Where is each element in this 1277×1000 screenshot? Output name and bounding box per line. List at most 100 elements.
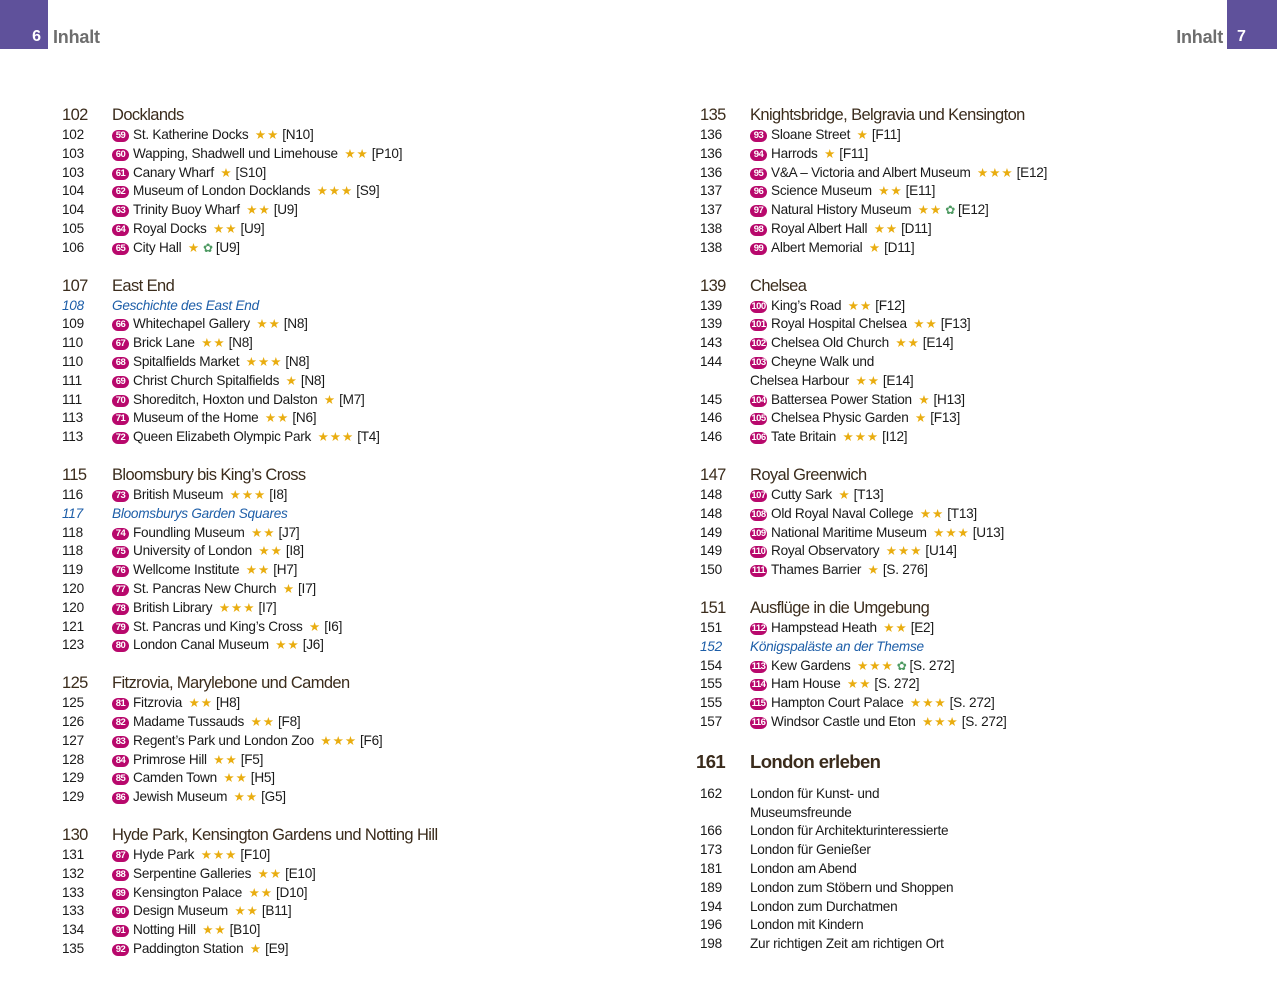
toc-entry[interactable]: 155 115 Hampton Court Palace ★★★ [S. 272] bbox=[700, 694, 1260, 713]
entry-text: 102 Chelsea Old Church ★★ [E14] bbox=[750, 334, 954, 353]
toc-entry[interactable]: 111 70 Shoreditch, Hoxton und Dalston ★ [M7… bbox=[62, 391, 642, 410]
entry-page-number: 151 bbox=[700, 619, 722, 635]
toc-entry[interactable]: 198 Zur richtigen Zeit am richtigen Ort bbox=[700, 935, 1260, 954]
toc-entry[interactable]: 104 63 Trinity Buoy Wharf ★★ [U9] bbox=[62, 201, 642, 220]
toc-entry[interactable]: 104 62 Museum of London Docklands ★★★ [S9] bbox=[62, 182, 642, 201]
toc-entry[interactable]: 155 114 Ham House ★★ [S. 272] bbox=[700, 675, 1260, 694]
section-heading[interactable]: 130 Hyde Park, Kensington Gardens und Not… bbox=[62, 824, 642, 846]
toc-entry[interactable]: 143 102 Chelsea Old Church ★★ [E14] bbox=[700, 334, 1260, 353]
toc-entry[interactable]: 103 60 Wapping, Shadwell und Limehouse ★★[… bbox=[62, 145, 642, 164]
toc-entry[interactable]: 157 116 Windsor Castle und Eton ★★★ [S. 272… bbox=[700, 713, 1260, 732]
entry-page-number: 149 bbox=[700, 543, 722, 559]
map-reference: [I6] bbox=[324, 618, 343, 634]
toc-entry[interactable]: 173 London für Genießer bbox=[700, 841, 1260, 860]
toc-entry[interactable]: 133 90 Design Museum ★★ [B11] bbox=[62, 902, 642, 921]
toc-entry[interactable]: 136 94 Harrods ★ [F11] bbox=[700, 145, 1260, 164]
section-title: Ausflüge in die Umgebung bbox=[750, 598, 930, 617]
toc-entry[interactable]: 119 76 Wellcome Institute ★★ [H7] bbox=[62, 561, 642, 580]
toc-entry[interactable]: 132 88 Serpentine Galleries ★★ [E10] bbox=[62, 865, 642, 884]
toc-entry[interactable]: 110 68 Spitalfields Market ★★★ [N8] bbox=[62, 353, 642, 372]
toc-entry[interactable]: 166 London für Architekturinteressierte bbox=[700, 822, 1260, 841]
toc-entry[interactable]: 139 101 Royal Hospital Chelsea ★★ [F13] bbox=[700, 315, 1260, 334]
toc-entry[interactable]: 136 95 V&A – Victoria and Albert Museum ★★… bbox=[700, 164, 1260, 183]
toc-entry[interactable]: 116 73 British Museum ★★★ [I8] bbox=[62, 486, 642, 505]
sight-number-badge: 113 bbox=[750, 660, 767, 673]
entry-name: Wapping, Shadwell und Limehouse bbox=[133, 145, 338, 161]
toc-entry[interactable]: 181 London am Abend bbox=[700, 860, 1260, 879]
toc-entry[interactable]: 146 105 Chelsea Physic Garden ★ [F13] bbox=[700, 409, 1260, 428]
toc-entry[interactable]: 125 81 Fitzrovia ★★ [H8] bbox=[62, 694, 642, 713]
toc-entry[interactable]: 113 71 Museum of the Home ★★ [N6] bbox=[62, 409, 642, 428]
toc-entry[interactable]: 111 69 Christ Church Spitalfields ★ [N8] bbox=[62, 372, 642, 391]
toc-entry[interactable]: 103 61 Canary Wharf ★ [S10] bbox=[62, 164, 642, 183]
toc-entry[interactable]: 149 110 Royal Observatory ★★★ [U14] bbox=[700, 542, 1260, 561]
map-reference: [E14] bbox=[882, 372, 914, 388]
section-heading[interactable]: 161 London erleben bbox=[696, 749, 1260, 775]
toc-entry[interactable]: 136 93 Sloane Street ★ [F11] bbox=[700, 126, 1260, 145]
toc-entry[interactable]: 105 64 Royal Docks ★★ [U9] bbox=[62, 220, 642, 239]
toc-entry[interactable]: 120 78 British Library ★★★ [I7] bbox=[62, 599, 642, 618]
toc-entry[interactable]: 131 87 Hyde Park ★★★ [F10] bbox=[62, 846, 642, 865]
toc-entry[interactable]: 148 108 Old Royal Naval College ★★ [T13] bbox=[700, 505, 1260, 524]
toc-entry[interactable]: Chelsea Harbour ★★ [E14] bbox=[700, 372, 1260, 391]
toc-entry[interactable]: 133 89 Kensington Palace ★★ [D10] bbox=[62, 884, 642, 903]
map-reference: [S. 272] bbox=[874, 676, 920, 692]
feature-entry[interactable]: 152 Königspaläste an der Themse bbox=[700, 638, 1260, 657]
toc-entry[interactable]: 129 85 Camden Town ★★ [H5] bbox=[62, 769, 642, 788]
section-heading[interactable]: 139 Chelsea bbox=[700, 275, 1260, 297]
toc-entry[interactable]: 144 103 Cheyne Walk und bbox=[700, 353, 1260, 372]
toc-entry[interactable]: 149 109 National Maritime Museum ★★★ [U13] bbox=[700, 524, 1260, 543]
section-heading[interactable]: 151 Ausflüge in die Umgebung bbox=[700, 597, 1260, 619]
toc-entry[interactable]: 109 66 Whitechapel Gallery ★★ [N8] bbox=[62, 315, 642, 334]
map-reference: [N8] bbox=[300, 372, 325, 388]
map-reference: [I7] bbox=[258, 599, 277, 615]
toc-entry[interactable]: 194 London zum Durchatmen bbox=[700, 898, 1260, 917]
toc-entry[interactable]: 113 72 Queen Elizabeth Olympic Park ★★★ [T4… bbox=[62, 428, 642, 447]
section-heading[interactable]: 147 Royal Greenwich bbox=[700, 464, 1260, 486]
rating-stars-icon: ★★ bbox=[869, 221, 899, 236]
toc-entry[interactable]: 154 113 Kew Gardens ★★★ ✿ [S. 272] bbox=[700, 657, 1260, 676]
toc-entry[interactable]: 128 84 Primrose Hill ★★ [F5] bbox=[62, 751, 642, 770]
toc-entry[interactable]: 137 97 Natural History Museum ★★ ✿ [E12] bbox=[700, 201, 1260, 220]
toc-entry[interactable]: 127 83 Regent’s Park und London Zoo ★★★ [F6… bbox=[62, 732, 642, 751]
section-heading[interactable]: 102 Docklands bbox=[62, 104, 642, 126]
toc-entry[interactable]: 129 86 Jewish Museum ★★ [G5] bbox=[62, 788, 642, 807]
toc-entry[interactable]: 137 96 Science Museum ★★ [E11] bbox=[700, 182, 1260, 201]
toc-entry[interactable]: 189 London zum Stöbern und Shoppen bbox=[700, 879, 1260, 898]
toc-entry[interactable]: 148 107 Cutty Sark ★ [T13] bbox=[700, 486, 1260, 505]
section-heading[interactable]: 107 East End bbox=[62, 275, 642, 297]
map-reference: [U9] bbox=[273, 202, 298, 218]
sight-number-badge: 90 bbox=[112, 906, 129, 919]
toc-entry[interactable]: 118 75 University of London ★★ [I8] bbox=[62, 542, 642, 561]
toc-entry[interactable]: 121 79 St. Pancras und King’s Cross ★ [I6] bbox=[62, 618, 642, 637]
toc-entry[interactable]: 145 104 Battersea Power Station ★ [H13] bbox=[700, 391, 1260, 410]
toc-entry[interactable]: 123 80 London Canal Museum ★★ [J6] bbox=[62, 636, 642, 655]
toc-entry[interactable]: 138 99 Albert Memorial ★ [D11] bbox=[700, 239, 1260, 258]
feature-entry[interactable]: 117 Bloomsburys Garden Squares bbox=[62, 505, 642, 524]
toc-entry[interactable]: 120 77 St. Pancras New Church ★ [I7] bbox=[62, 580, 642, 599]
map-reference: [F13] bbox=[930, 410, 960, 426]
toc-entry[interactable]: 162 London für Kunst- und bbox=[700, 785, 1260, 804]
section-heading[interactable]: 125 Fitzrovia, Marylebone und Camden bbox=[62, 672, 642, 694]
toc-entry[interactable]: 134 91 Notting Hill ★★ [B10] bbox=[62, 921, 642, 940]
toc-entry[interactable]: 146 106 Tate Britain ★★★ [I12] bbox=[700, 428, 1260, 447]
entry-page-number: 104 bbox=[62, 202, 84, 218]
map-reference: [S. 272] bbox=[949, 695, 995, 711]
toc-entry[interactable]: 126 82 Madame Tussauds ★★ [F8] bbox=[62, 713, 642, 732]
toc-entry[interactable]: Museumsfreunde bbox=[700, 804, 1260, 823]
toc-entry[interactable]: 151 112 Hampstead Heath ★★ [E2] bbox=[700, 619, 1260, 638]
entry-page-number: 111 bbox=[62, 391, 82, 407]
toc-entry[interactable]: 139 100 King’s Road ★★ [F12] bbox=[700, 297, 1260, 316]
toc-entry[interactable]: 135 92 Paddington Station ★ [E9] bbox=[62, 940, 642, 959]
toc-entry[interactable]: 102 59 St. Katherine Docks ★★ [N10] bbox=[62, 126, 642, 145]
toc-entry[interactable]: 118 74 Foundling Museum ★★ [J7] bbox=[62, 524, 642, 543]
section-heading[interactable]: 135 Knightsbridge, Belgravia und Kensingt… bbox=[700, 104, 1260, 126]
entry-text: 82 Madame Tussauds ★★ [F8] bbox=[112, 713, 301, 732]
toc-entry[interactable]: 150 111 Thames Barrier ★ [S. 276] bbox=[700, 561, 1260, 580]
toc-entry[interactable]: 110 67 Brick Lane ★★ [N8] bbox=[62, 334, 642, 353]
section-heading[interactable]: 115 Bloomsbury bis King’s Cross bbox=[62, 464, 642, 486]
toc-entry[interactable]: 138 98 Royal Albert Hall ★★ [D11] bbox=[700, 220, 1260, 239]
toc-entry[interactable]: 106 65 City Hall ★ ✿ [U9] bbox=[62, 239, 642, 258]
feature-entry[interactable]: 108 Geschichte des East End bbox=[62, 297, 642, 316]
toc-entry[interactable]: 196 London mit Kindern bbox=[700, 916, 1260, 935]
